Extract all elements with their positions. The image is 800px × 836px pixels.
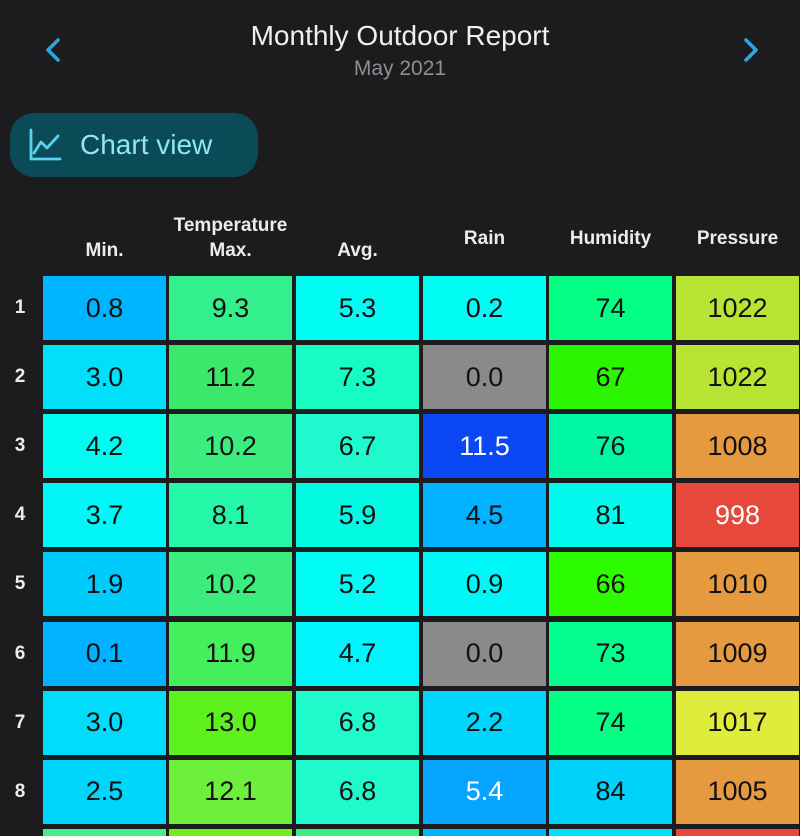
table-cell-humidity[interactable]: 67 — [549, 345, 672, 410]
table-cell-pressure[interactable]: 1009 — [676, 621, 799, 686]
table-cell-humidity[interactable]: 66 — [549, 552, 672, 617]
row-label: 3 — [14, 435, 26, 457]
table-cell-humidity[interactable]: 73 — [549, 621, 672, 686]
table-cell-pressure[interactable]: 1008 — [676, 414, 799, 479]
column-header-pressure[interactable]: Pressure — [696, 228, 779, 249]
table-cell-min[interactable]: 3.0 — [43, 690, 166, 755]
line-chart-icon — [28, 128, 62, 162]
table-cell-pressure[interactable] — [676, 828, 799, 836]
table-cell-min[interactable]: 1.9 — [43, 552, 166, 617]
row-label: 2 — [14, 366, 26, 388]
table-cell-rain[interactable]: 4.5 — [423, 483, 546, 548]
row-label: 7 — [14, 711, 26, 733]
table-cell-avg[interactable]: 5.3 — [296, 276, 419, 340]
table-cell-min[interactable]: 0.1 — [43, 621, 166, 686]
column-header-avg[interactable]: Avg. — [337, 240, 378, 261]
table-cell-max[interactable]: 11.9 — [169, 621, 292, 686]
row-label: 4 — [14, 504, 26, 526]
row-label: 6 — [14, 642, 26, 664]
table-cell-max[interactable]: 13.0 — [169, 690, 292, 755]
table-cell-max[interactable]: 8.1 — [169, 483, 292, 548]
table-cell-humidity[interactable]: 76 — [549, 414, 672, 479]
table-cell-pressure[interactable]: 1010 — [676, 552, 799, 617]
table-cell-max[interactable]: 12.1 — [169, 759, 292, 824]
table-cell-humidity[interactable] — [549, 828, 672, 836]
table-cell-humidity[interactable]: 81 — [549, 483, 672, 548]
table-cell-min[interactable]: 3.7 — [43, 483, 166, 548]
table-cell-humidity[interactable]: 74 — [549, 690, 672, 755]
table-cell-rain[interactable]: 0.0 — [423, 621, 546, 686]
table-cell-min[interactable]: 3.0 — [43, 345, 166, 410]
table-cell-pressure[interactable]: 1017 — [676, 690, 799, 755]
table-cell-avg[interactable]: 4.7 — [296, 621, 419, 686]
table-cell-rain[interactable]: 0.9 — [423, 552, 546, 617]
table-cell-pressure[interactable]: 1022 — [676, 345, 799, 410]
table-cell-max[interactable]: 10.2 — [169, 414, 292, 479]
header: Monthly Outdoor Report May 2021 — [0, 0, 800, 100]
column-header-rain[interactable]: Rain — [463, 228, 506, 249]
row-label: 8 — [14, 780, 26, 802]
row-label: 5 — [14, 573, 26, 595]
chevron-left-icon — [46, 38, 60, 62]
table-cell-pressure[interactable]: 1005 — [676, 759, 799, 824]
table-cell-rain[interactable] — [423, 828, 546, 836]
table-cell-rain[interactable]: 0.0 — [423, 345, 546, 410]
table-cell-max[interactable]: 11.2 — [169, 345, 292, 410]
column-header-max[interactable]: Max. — [209, 240, 252, 261]
table-cell-max[interactable]: 10.2 — [169, 552, 292, 617]
table-cell-rain[interactable]: 11.5 — [423, 414, 546, 479]
table-cell-rain[interactable]: 0.2 — [423, 276, 546, 340]
table-cell-min[interactable]: 2.5 — [43, 759, 166, 824]
table-cell-max[interactable]: 9.3 — [169, 276, 292, 340]
table-cell-avg[interactable] — [296, 828, 419, 836]
table-cell-pressure[interactable]: 1022 — [676, 276, 799, 340]
page-title: Monthly Outdoor Report — [250, 20, 550, 51]
table-cell-min[interactable] — [43, 828, 166, 836]
table-cell-pressure[interactable]: 998 — [676, 483, 799, 548]
table-cell-max[interactable] — [169, 828, 292, 836]
chart-view-button[interactable]: Chart view — [10, 113, 258, 177]
column-header-min[interactable]: Min. — [85, 240, 124, 261]
table-cell-min[interactable]: 0.8 — [43, 276, 166, 340]
table-cell-humidity[interactable]: 84 — [549, 759, 672, 824]
table-cell-avg[interactable]: 7.3 — [296, 345, 419, 410]
row-label: 1 — [14, 297, 26, 318]
table-cell-humidity[interactable]: 74 — [549, 276, 672, 340]
next-month-button[interactable] — [735, 34, 767, 66]
previous-month-button[interactable] — [37, 34, 69, 66]
table-cell-avg[interactable]: 6.8 — [296, 690, 419, 755]
table-cell-rain[interactable]: 2.2 — [423, 690, 546, 755]
table-cell-avg[interactable]: 5.2 — [296, 552, 419, 617]
chart-view-label: Chart view — [80, 129, 213, 160]
temperature-group-header: Temperature — [173, 215, 288, 236]
table-cell-avg[interactable]: 6.7 — [296, 414, 419, 479]
table-cell-avg[interactable]: 6.8 — [296, 759, 419, 824]
column-header-humidity[interactable]: Humidity — [569, 228, 652, 249]
table-cell-rain[interactable]: 5.4 — [423, 759, 546, 824]
chevron-right-icon — [744, 38, 758, 62]
table-cell-min[interactable]: 4.2 — [43, 414, 166, 479]
page-subtitle: May 2021 — [353, 57, 447, 80]
table-cell-avg[interactable]: 5.9 — [296, 483, 419, 548]
